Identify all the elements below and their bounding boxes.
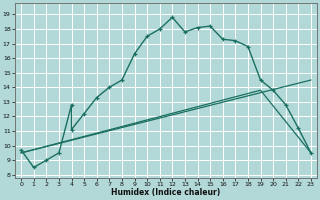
X-axis label: Humidex (Indice chaleur): Humidex (Indice chaleur) — [111, 188, 221, 197]
